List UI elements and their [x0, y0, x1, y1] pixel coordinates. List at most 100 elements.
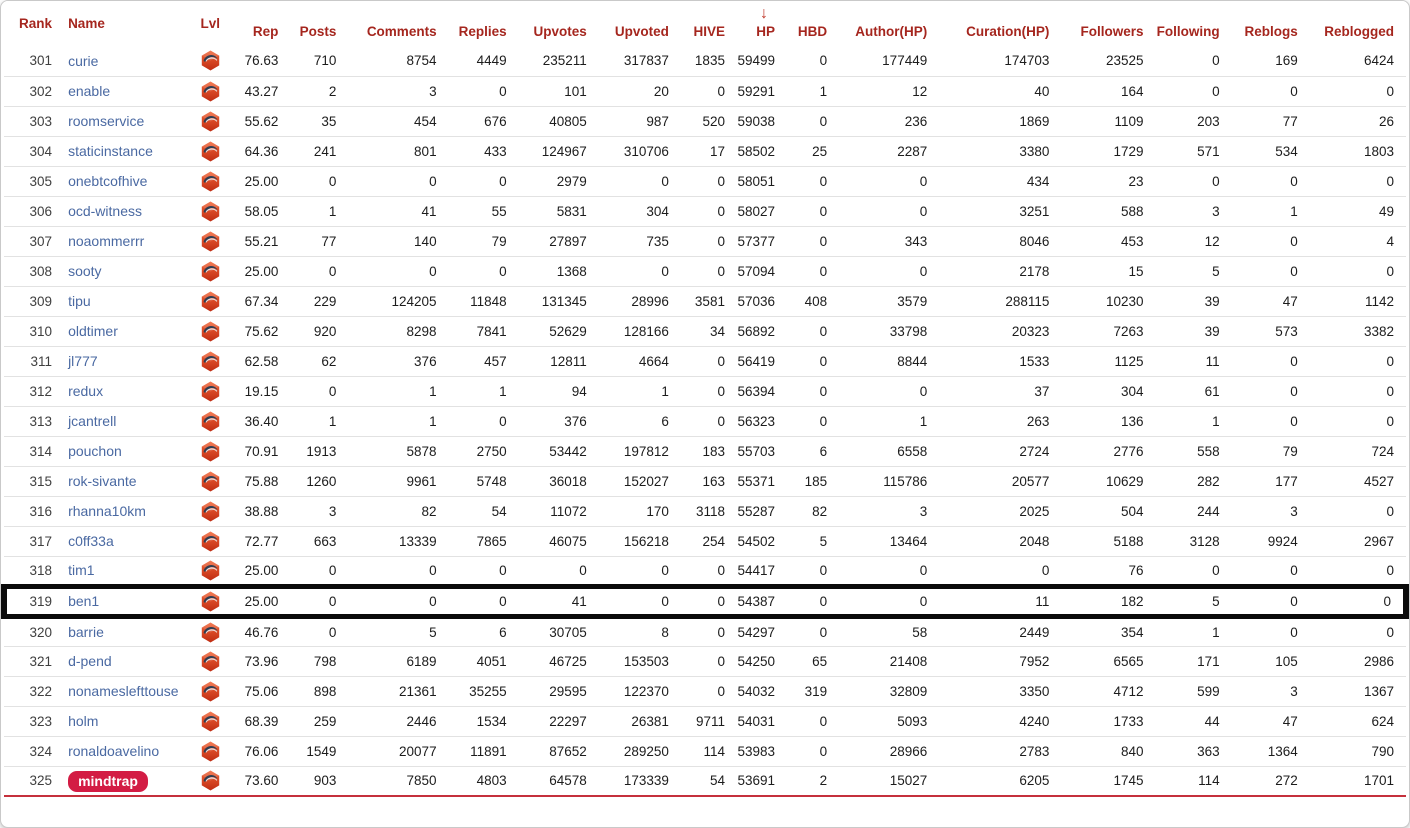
- cell-reblogged: 0: [1301, 583, 1409, 619]
- user-name-link[interactable]: redux: [68, 383, 104, 399]
- cell-reblogs: 0: [1223, 583, 1302, 619]
- column-header-rank[interactable]: Rank: [4, 1, 57, 46]
- cell-reblogs: 47: [1223, 706, 1302, 737]
- column-header-reblogged[interactable]: Reblogged: [1301, 1, 1406, 46]
- cell-hive: 1835: [672, 46, 729, 77]
- cell-curation_hp: 2449: [931, 616, 1054, 647]
- user-name-link[interactable]: roomservice: [68, 113, 145, 129]
- cell-followers: 840: [1053, 736, 1148, 767]
- cell-rep: 64.36: [226, 136, 283, 167]
- cell-upvotes: 376: [510, 406, 591, 437]
- user-name-link[interactable]: curie: [68, 52, 99, 69]
- column-header-comments[interactable]: Comments: [340, 1, 441, 46]
- cell-upvotes: 40805: [510, 106, 591, 137]
- cell-posts: 35: [282, 106, 341, 137]
- user-name-link[interactable]: holm: [68, 713, 99, 729]
- cell-rep: 76.63: [226, 46, 283, 77]
- cell-posts: 903: [282, 766, 341, 797]
- column-header-upvotes[interactable]: Upvotes: [510, 1, 591, 46]
- column-header-hbd[interactable]: HBD: [779, 1, 832, 46]
- name-cell: oldtimer: [56, 316, 195, 347]
- column-header-upvoted[interactable]: Upvoted: [590, 1, 673, 46]
- user-name-link[interactable]: ocd-witness: [68, 203, 142, 219]
- user-name-link[interactable]: c0ff33a: [68, 533, 114, 549]
- cell-followers: 136: [1053, 406, 1148, 437]
- table-body: 301 curie 76.63 710 8754 4449 235211 317837 183…: [1, 46, 1409, 797]
- column-header-lvl[interactable]: Lvl: [194, 1, 227, 46]
- cell-followers: 1745: [1053, 766, 1148, 797]
- cell-author_hp: 1: [831, 406, 932, 437]
- cell-replies: 4449: [440, 46, 511, 77]
- column-header-posts[interactable]: Posts: [282, 1, 341, 46]
- cell-hive: 3118: [672, 496, 729, 527]
- user-name-link[interactable]: d-pend: [68, 653, 112, 669]
- user-name-link[interactable]: barrie: [68, 624, 104, 640]
- cell-rank: 320: [4, 616, 57, 647]
- cell-reblogged: 0: [1301, 616, 1406, 647]
- cell-replies: 0: [440, 166, 511, 197]
- column-header-author_hp[interactable]: Author(HP): [831, 1, 932, 46]
- user-name-link[interactable]: staticinstance: [68, 143, 153, 159]
- cell-upvoted: 4664: [590, 346, 673, 377]
- user-name-link[interactable]: enable: [68, 83, 111, 99]
- cell-replies: 676: [440, 106, 511, 137]
- column-header-rep[interactable]: Rep: [226, 1, 283, 46]
- cell-following: 571: [1147, 136, 1224, 167]
- cell-comments: 2446: [340, 706, 441, 737]
- user-name-link[interactable]: oldtimer: [68, 323, 118, 339]
- dolphin-level-icon: [201, 651, 219, 671]
- name-cell: staticinstance: [56, 136, 195, 167]
- column-header-hive[interactable]: HIVE: [672, 1, 729, 46]
- cell-posts: 1913: [282, 436, 341, 467]
- level-badge-cell: [194, 166, 227, 197]
- table-row: 311 jl777 62.58 62 376 457 12811 4664 0 56419 0 88…: [4, 346, 1406, 377]
- column-label: Followers: [1080, 24, 1144, 39]
- column-header-reblogs[interactable]: Reblogs: [1223, 1, 1302, 46]
- user-name-link[interactable]: pouchon: [68, 443, 122, 459]
- cell-reblogs: 0: [1223, 256, 1302, 287]
- user-name-badge[interactable]: mindtrap: [68, 770, 148, 792]
- cell-author_hp: 236: [831, 106, 932, 137]
- user-name-link[interactable]: jl777: [68, 353, 98, 369]
- cell-hp: 59499: [728, 46, 780, 77]
- cell-upvotes: 53442: [510, 436, 591, 467]
- table-row: 323 holm 68.39 259 2446 1534 22297 26381 9711 54…: [4, 706, 1406, 737]
- cell-reblogs: 3: [1223, 676, 1302, 707]
- dolphin-level-icon: [201, 770, 219, 791]
- level-badge-cell: [194, 676, 227, 707]
- user-name-link[interactable]: jcantrell: [68, 413, 117, 429]
- cell-posts: 2: [282, 76, 341, 107]
- column-header-name[interactable]: Name: [56, 1, 195, 46]
- cell-followers: 23: [1053, 166, 1148, 197]
- user-name-link[interactable]: noaommerrr: [68, 233, 145, 249]
- name-cell: ben1: [56, 583, 195, 619]
- cell-upvotes: 29595: [510, 676, 591, 707]
- cell-reblogged: 49: [1301, 196, 1406, 227]
- dolphin-level-icon: [201, 560, 219, 580]
- column-header-following[interactable]: Following: [1147, 1, 1224, 46]
- cell-posts: 62: [282, 346, 341, 377]
- cell-replies: 54: [440, 496, 511, 527]
- user-name-link[interactable]: tipu: [68, 293, 91, 309]
- user-name-link[interactable]: rhanna10km: [68, 503, 146, 519]
- user-name-link[interactable]: nonameslefttouse: [68, 683, 179, 699]
- column-label: HIVE: [693, 24, 725, 39]
- table-row: 307 noaommerrr 55.21 77 140 79 27897 735 0 57377…: [4, 226, 1406, 257]
- cell-upvoted: 152027: [590, 466, 673, 497]
- column-header-replies[interactable]: Replies: [440, 1, 511, 46]
- user-name-link[interactable]: ronaldoavelino: [68, 743, 160, 759]
- user-name-link[interactable]: sooty: [68, 263, 102, 279]
- cell-author_hp: 0: [831, 583, 932, 619]
- user-name-link[interactable]: ben1: [68, 593, 100, 609]
- column-header-followers[interactable]: Followers: [1053, 1, 1148, 46]
- column-header-curation_hp[interactable]: Curation(HP): [931, 1, 1054, 46]
- cell-author_hp: 0: [831, 256, 932, 287]
- cell-hp: 55371: [728, 466, 780, 497]
- cell-upvotes: 124967: [510, 136, 591, 167]
- user-name-link[interactable]: onebtcofhive: [68, 173, 148, 189]
- column-header-hp[interactable]: ↓ HP: [728, 1, 780, 46]
- user-name-link[interactable]: rok-sivante: [68, 473, 137, 489]
- user-name-link[interactable]: tim1: [68, 562, 95, 578]
- cell-posts: 0: [282, 583, 341, 619]
- cell-reblogs: 534: [1223, 136, 1302, 167]
